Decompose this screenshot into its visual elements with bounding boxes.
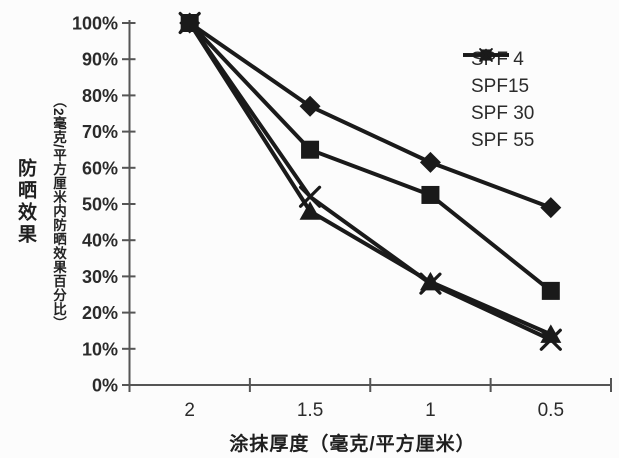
x-marker-icon	[419, 272, 442, 295]
y-tick-label: 60%	[82, 158, 118, 178]
x-category-label: 1	[425, 400, 436, 421]
y-tick-label: 0%	[92, 376, 118, 396]
diamond-marker-icon	[299, 95, 321, 117]
series-line-spf-30	[188, 21, 552, 337]
y-tick-label: 90%	[82, 50, 118, 70]
x-marker-icon	[479, 48, 493, 62]
x-marker-icon	[298, 185, 322, 208]
x-category-label: 0.5	[538, 400, 564, 421]
series-line-spf-4	[188, 21, 552, 210]
square-marker-icon	[301, 140, 320, 159]
y-tick-label: 30%	[82, 267, 118, 287]
legend-label: SPF 55	[471, 129, 535, 151]
chart-legend: SPF 4 SPF15 SPF 30 SPF 55	[463, 46, 534, 154]
y-axis-title: 防晒效果	[15, 158, 36, 246]
y-tick-label: 40%	[82, 231, 118, 251]
x-category-label: 1.5	[297, 400, 323, 421]
y-tick-label: 20%	[82, 303, 118, 323]
legend-item-spf15: SPF15	[463, 49, 534, 100]
x-axis-title: 涂抹厚度（毫克/平方厘米）	[229, 434, 476, 455]
x-marker-icon	[178, 11, 201, 35]
legend-glyph-x	[463, 48, 509, 62]
y-tick-label: 80%	[82, 86, 118, 106]
series-line-spf15	[188, 21, 553, 293]
legend-item-spf-55: SPF 55	[463, 48, 535, 154]
y-axis-subtitle: （2毫克/平方厘米内防晒效果百分比）	[51, 94, 66, 331]
x-marker-icon	[539, 328, 562, 351]
legend-label: SPF 30	[471, 102, 535, 124]
series-line-spf-55	[188, 21, 552, 342]
y-tick-label: 100%	[72, 14, 118, 34]
legend-label: SPF15	[471, 75, 530, 97]
square-marker-icon	[421, 185, 440, 204]
diamond-marker-icon	[540, 197, 562, 219]
diamond-marker-icon	[419, 151, 441, 173]
y-tick-label: 10%	[82, 339, 118, 359]
x-category-label: 2	[184, 400, 195, 421]
legend-item-spf-30: SPF 30	[463, 48, 535, 127]
square-marker-icon	[541, 281, 560, 300]
y-tick-label: 50%	[82, 195, 118, 215]
y-tick-label: 70%	[82, 122, 118, 142]
triangle-marker-icon	[299, 201, 321, 220]
